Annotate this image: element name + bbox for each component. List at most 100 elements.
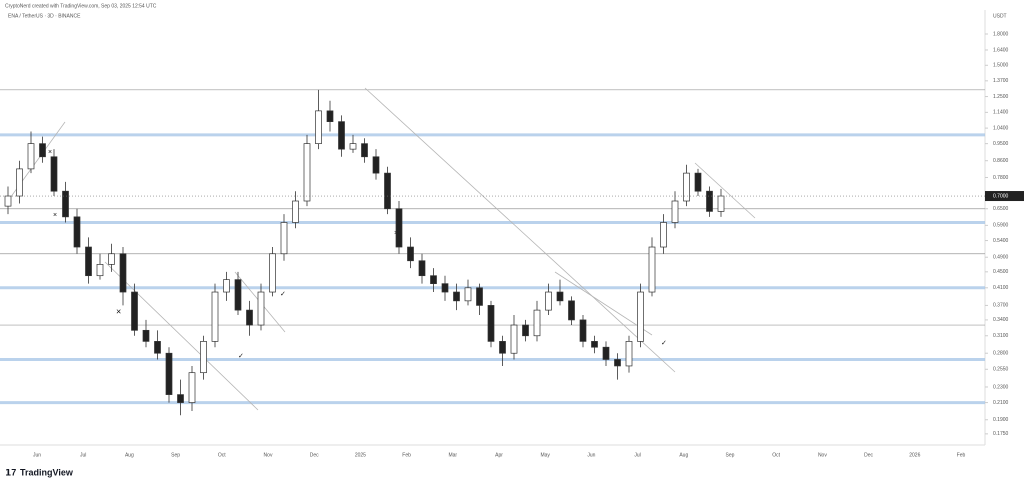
levels — [0, 89, 985, 405]
candle-body — [234, 279, 242, 311]
candle-body — [16, 168, 23, 197]
candle-body — [683, 172, 690, 202]
y-tick-label: 0.4100 — [993, 285, 1009, 291]
currency: USDT — [993, 13, 1007, 19]
y-tick-label: 0.2300 — [993, 384, 1009, 390]
x-tick-label: Oct — [772, 452, 780, 458]
x-tick-label: Feb — [957, 452, 966, 458]
candle-body — [499, 341, 506, 354]
x-tick-label: Jul — [80, 452, 86, 458]
candle-body — [591, 341, 598, 348]
candle-body — [706, 190, 713, 212]
candle-body — [637, 291, 644, 342]
marker: × — [48, 149, 52, 156]
candle-body — [430, 275, 437, 285]
candle-body — [96, 264, 104, 277]
candle-body — [165, 352, 173, 395]
last-price-tag — [985, 191, 1024, 202]
candle-body — [338, 121, 345, 150]
candle-body — [4, 195, 12, 207]
brand-logo: 𝟭7 — [5, 467, 16, 477]
candle-body — [568, 300, 575, 321]
y-tick-label: 0.5400 — [993, 238, 1009, 244]
y-tick-label: 1.0400 — [993, 125, 1009, 131]
candle-body — [545, 291, 552, 311]
candle-body — [418, 260, 426, 277]
y-tick-label: 0.9500 — [993, 141, 1009, 147]
candle-body — [200, 341, 207, 374]
y-tick-label: 0.5900 — [993, 223, 1009, 229]
candle-body — [85, 246, 92, 277]
y-tick-label: 0.8600 — [993, 158, 1009, 164]
x-tick-label: Sep — [171, 452, 180, 458]
x-tick-label: Jun — [33, 452, 41, 458]
candle-body — [464, 287, 472, 302]
x-tick-label: Feb — [402, 452, 411, 458]
x-tick-label: Apr — [495, 452, 503, 458]
y-tick-label: 1.5000 — [993, 63, 1009, 69]
candle-body — [73, 216, 81, 248]
candle-body — [407, 246, 414, 262]
y-tick-label: 0.2800 — [993, 351, 1009, 357]
x-tick-label: 2025 — [355, 452, 366, 458]
y-tick-label: 0.7800 — [993, 175, 1009, 181]
marker: ✓ — [238, 353, 244, 360]
y-tick-label: 0.2550 — [993, 367, 1009, 373]
x-tick-label: Oct — [218, 452, 226, 458]
candle-body — [625, 341, 633, 367]
candle-body — [280, 222, 288, 255]
y-tick-label: 0.2100 — [993, 400, 1009, 406]
candle-body — [602, 346, 610, 360]
candle-body — [211, 291, 219, 342]
candle-body — [292, 200, 299, 223]
candle-body — [522, 324, 529, 337]
candle-body — [315, 110, 322, 144]
y-tick-label: 1.2500 — [993, 94, 1009, 100]
x-tick-label: Aug — [679, 452, 688, 458]
candle-body — [223, 279, 230, 293]
x-tick-label: Mar — [448, 452, 457, 458]
y-tick-label: 0.3700 — [993, 303, 1009, 309]
candle-body — [372, 156, 380, 174]
y-tick-label: 1.1400 — [993, 110, 1009, 116]
candle-body — [614, 359, 621, 367]
x-tick-label: 2026 — [909, 452, 920, 458]
x-tick-label: Dec — [864, 452, 873, 458]
candle-body — [648, 246, 656, 293]
candle-body — [660, 222, 667, 248]
y-tick-label: 0.4900 — [993, 255, 1009, 261]
candle-body — [395, 208, 403, 248]
candle-body — [269, 253, 276, 293]
brand: TradingView — [20, 467, 74, 477]
candle-body — [62, 190, 69, 218]
candle-body — [453, 291, 460, 302]
candle-body — [361, 143, 368, 158]
candle-body — [717, 195, 725, 212]
candle-body — [694, 172, 702, 192]
candle-body — [108, 253, 115, 265]
candle-body — [257, 291, 265, 326]
x-tick-label: Jul — [634, 452, 640, 458]
marker: ✓ — [280, 291, 286, 298]
candle-body — [579, 319, 587, 342]
y-tick-label: 1.6400 — [993, 47, 1009, 53]
candle-body — [349, 143, 357, 150]
x-tick-label: Jun — [587, 452, 595, 458]
marker: × — [53, 212, 57, 219]
candle-body — [441, 283, 449, 293]
x-tick-label: May — [540, 452, 550, 458]
candle-body — [476, 287, 483, 306]
candle-body — [39, 143, 46, 158]
candle-body — [27, 143, 35, 170]
candle-body — [188, 372, 196, 403]
y-tick-label: 0.6500 — [993, 206, 1009, 212]
candle-body — [671, 200, 679, 223]
candle-body — [177, 394, 184, 403]
candle-body — [556, 291, 564, 302]
candle-body — [487, 305, 495, 342]
candle-body — [154, 341, 161, 354]
x-tick-label: Aug — [125, 452, 134, 458]
x-tick-label: Sep — [726, 452, 735, 458]
y-tick-label: 0.3400 — [993, 317, 1009, 323]
